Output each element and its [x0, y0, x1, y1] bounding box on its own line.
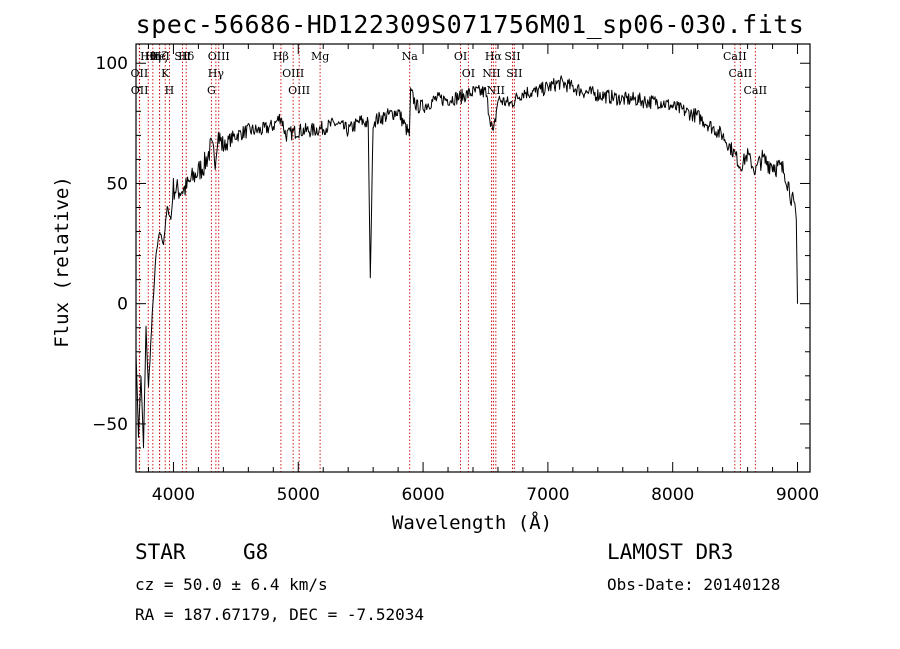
spectral-line-markers — [138, 44, 756, 472]
line-label: CaII — [743, 84, 767, 97]
line-label: Hζ — [152, 50, 168, 63]
line-label: Hα — [485, 50, 503, 63]
line-label: OII — [131, 67, 149, 80]
line-label: NII — [487, 84, 505, 97]
line-label: SII — [504, 50, 520, 63]
x-tick-label: 5000 — [277, 485, 320, 505]
line-label: K — [161, 67, 170, 80]
x-tick-label: 6000 — [401, 485, 444, 505]
line-label: Hγ — [208, 67, 225, 80]
y-axis-label: Flux (relative) — [51, 176, 73, 348]
line-label: CaII — [723, 50, 747, 63]
chart-title: spec-56686-HD122309S071756M01_sp06-030.f… — [135, 10, 805, 39]
x-tick-label: 7000 — [526, 485, 569, 505]
spectrum-series-line — [135, 75, 798, 449]
line-label: OIII — [208, 50, 230, 63]
y-tick-label: −50 — [92, 415, 128, 435]
line-label: OIII — [288, 84, 310, 97]
line-label: OII — [131, 84, 149, 97]
obs-date-text: Obs-Date: 20140128 — [607, 575, 781, 594]
line-label: Hθ — [140, 50, 157, 63]
line-label: OIII — [282, 67, 304, 80]
object-class: STAR — [135, 540, 186, 564]
axis-ticks: 4000 5000 6000 7000 8000 9000 −50 0 50 100 — [92, 44, 819, 505]
line-label: SII — [506, 67, 522, 80]
y-tick-label: 0 — [117, 295, 128, 315]
line-label: Na — [402, 50, 419, 63]
line-label: CaII — [729, 67, 753, 80]
y-tick-label: 100 — [96, 54, 128, 74]
line-label: Hδ — [178, 50, 195, 63]
object-subclass: G8 — [243, 540, 269, 564]
line-label: OI — [462, 67, 475, 80]
line-label: Mg — [311, 50, 329, 63]
line-label: HeI — [149, 50, 169, 63]
line-label: SII — [174, 50, 190, 63]
x-tick-label: 9000 — [776, 485, 819, 505]
x-axis-label: Wavelength (Å) — [392, 511, 552, 534]
coordinates-text: RA = 187.67179, DEC = -7.52034 — [135, 605, 424, 624]
x-tick-label: 4000 — [152, 485, 195, 505]
y-tick-label: 50 — [106, 174, 128, 194]
line-label: H — [165, 84, 175, 97]
survey-name: LAMOST DR3 — [607, 540, 734, 564]
x-tick-label: 8000 — [651, 485, 694, 505]
line-label: G — [207, 84, 216, 97]
redshift-text: cz = 50.0 ± 6.4 km/s — [135, 575, 328, 594]
line-label: OI — [454, 50, 467, 63]
plot-frame — [135, 43, 811, 473]
line-label: NII — [482, 67, 500, 80]
line-label: Hη — [145, 50, 161, 63]
line-label: Hβ — [273, 50, 289, 63]
